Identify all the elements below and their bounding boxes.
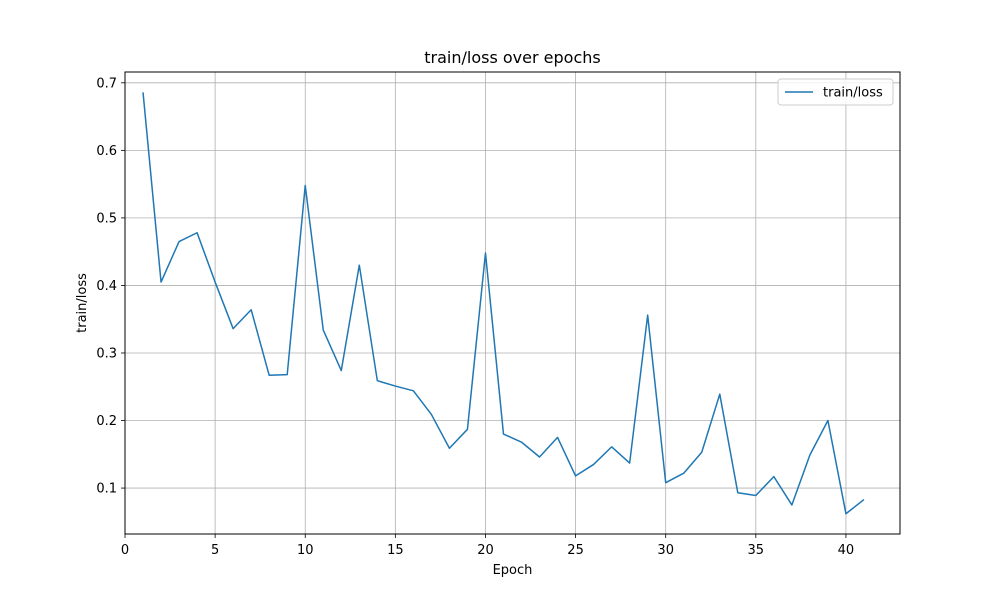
x-tick-label: 20 bbox=[477, 543, 494, 558]
y-tick-label: 0.5 bbox=[96, 211, 117, 226]
x-axis-label: Epoch bbox=[493, 563, 533, 578]
y-tick-label: 0.6 bbox=[96, 144, 117, 159]
y-tick-label: 0.7 bbox=[96, 76, 117, 91]
legend-label: train/loss bbox=[823, 86, 883, 101]
series-layer bbox=[142, 92, 865, 515]
chart-title: train/loss over epochs bbox=[424, 48, 600, 67]
x-tick-label: 0 bbox=[121, 543, 129, 558]
y-tick-label: 0.1 bbox=[96, 482, 117, 497]
x-tick-label: 30 bbox=[657, 543, 674, 558]
legend: train/loss bbox=[777, 78, 894, 106]
x-tick-label: 25 bbox=[567, 543, 584, 558]
y-tick-label: 0.4 bbox=[96, 279, 117, 294]
series-line bbox=[142, 92, 865, 515]
grid bbox=[124, 72, 900, 534]
y-axis-label: train/loss bbox=[75, 273, 90, 333]
y-tick-label: 0.2 bbox=[96, 414, 117, 429]
plot-area bbox=[124, 71, 901, 535]
x-tick-label: 10 bbox=[297, 543, 314, 558]
x-tick-label: 5 bbox=[211, 543, 219, 558]
y-tick-label: 0.3 bbox=[96, 346, 117, 361]
y-axis: 0.1 0.2 0.3 0.4 0.5 0.6 0.7 bbox=[96, 76, 125, 497]
x-tick-label: 40 bbox=[838, 543, 855, 558]
x-axis: 0 5 10 15 20 25 30 35 40 bbox=[121, 534, 854, 558]
x-tick-label: 15 bbox=[387, 543, 404, 558]
x-tick-label: 35 bbox=[748, 543, 765, 558]
legend-box bbox=[777, 78, 894, 106]
